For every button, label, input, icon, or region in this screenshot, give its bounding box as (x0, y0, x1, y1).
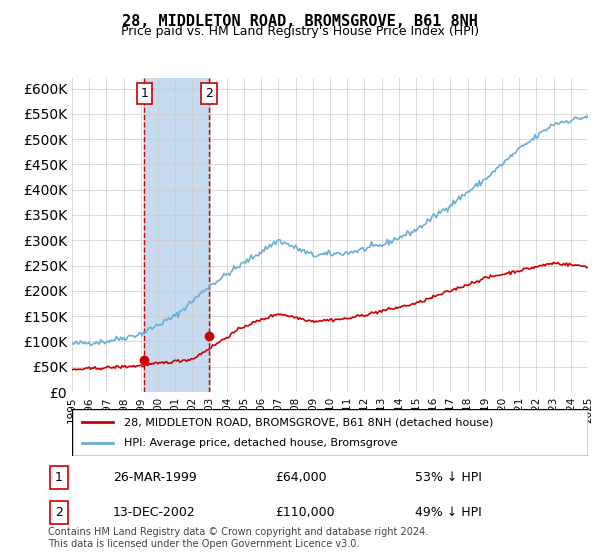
Text: 1: 1 (140, 87, 148, 100)
Text: 53% ↓ HPI: 53% ↓ HPI (415, 471, 482, 484)
Bar (145, 78, 209, 392)
Text: 26-MAR-1999: 26-MAR-1999 (113, 471, 197, 484)
Text: 2: 2 (205, 87, 213, 100)
Text: HPI: Average price, detached house, Bromsgrove: HPI: Average price, detached house, Brom… (124, 438, 397, 448)
Text: Price paid vs. HM Land Registry's House Price Index (HPI): Price paid vs. HM Land Registry's House … (121, 25, 479, 38)
Text: 49% ↓ HPI: 49% ↓ HPI (415, 506, 482, 519)
FancyBboxPatch shape (72, 409, 588, 456)
Text: 1: 1 (55, 471, 63, 484)
Text: Contains HM Land Registry data © Crown copyright and database right 2024.
This d: Contains HM Land Registry data © Crown c… (48, 527, 428, 549)
Text: 2: 2 (55, 506, 63, 519)
Text: £64,000: £64,000 (275, 471, 326, 484)
Text: 28, MIDDLETON ROAD, BROMSGROVE, B61 8NH: 28, MIDDLETON ROAD, BROMSGROVE, B61 8NH (122, 14, 478, 29)
Text: £110,000: £110,000 (275, 506, 334, 519)
Text: 28, MIDDLETON ROAD, BROMSGROVE, B61 8NH (detached house): 28, MIDDLETON ROAD, BROMSGROVE, B61 8NH … (124, 417, 493, 427)
Text: 13-DEC-2002: 13-DEC-2002 (113, 506, 196, 519)
